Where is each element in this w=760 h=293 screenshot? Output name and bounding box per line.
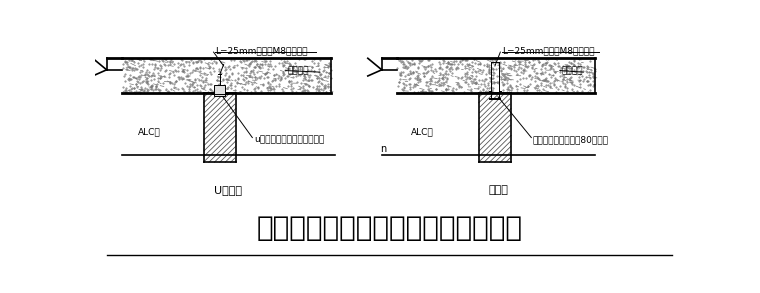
Text: u字卡，每两块板缝处设一个: u字卡，每两块板缝处设一个	[254, 135, 324, 144]
Text: 管卡法: 管卡法	[489, 185, 508, 195]
Text: 管卡，每块板距板缝80设一只: 管卡，每块板距板缝80设一只	[533, 135, 609, 144]
Text: 混凝土结构内墙墙顶与主体连接构造: 混凝土结构内墙墙顶与主体连接构造	[256, 214, 523, 242]
Text: L=25mm射钉或M8膨胀螺栓: L=25mm射钉或M8膨胀螺栓	[502, 46, 594, 55]
Text: ALC墙: ALC墙	[411, 127, 434, 137]
Bar	[214, 85, 225, 96]
Text: ALC墙: ALC墙	[138, 127, 160, 137]
Bar	[479, 93, 511, 162]
Bar	[397, 58, 595, 93]
Text: L=25mm射钉或M8膨胀螺栓: L=25mm射钉或M8膨胀螺栓	[215, 46, 308, 55]
Bar	[122, 58, 331, 93]
Bar	[204, 93, 236, 162]
Text: U字卡法: U字卡法	[214, 185, 242, 195]
Text: 架成楼板: 架成楼板	[562, 66, 583, 75]
Text: 架成楼板: 架成楼板	[287, 66, 309, 75]
Text: n: n	[380, 144, 386, 154]
